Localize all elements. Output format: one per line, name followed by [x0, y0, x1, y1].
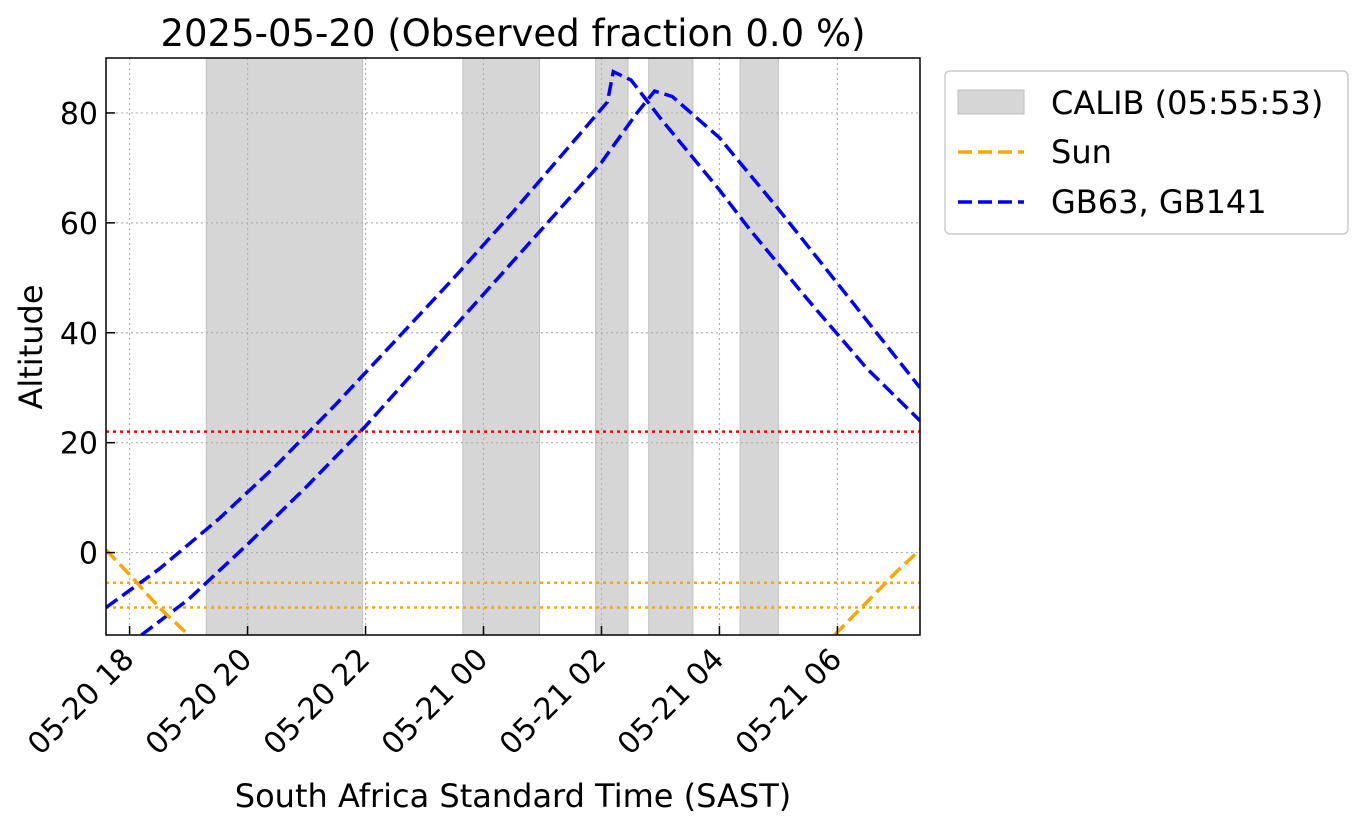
- series-line: [106, 69, 920, 609]
- grid-layer: [106, 58, 920, 635]
- x-tick-label: 05-21 04: [611, 642, 731, 762]
- plot-frame: [105, 57, 921, 636]
- y-tick-label: 20: [60, 427, 98, 462]
- legend-frame: [944, 70, 1349, 235]
- legend-calib-swatch: [957, 89, 1025, 115]
- calib-interval: [595, 57, 629, 636]
- x-tick-label: 05-21 02: [493, 642, 613, 762]
- x-tick-label: 05-21 00: [375, 642, 495, 762]
- calib-interval: [739, 57, 779, 636]
- x-tick-label: 05-21 06: [729, 642, 849, 762]
- calib-interval: [205, 57, 364, 636]
- y-axis-label: Altitude: [12, 284, 50, 409]
- series-line: [140, 88, 920, 635]
- y-tick-label: 0: [79, 537, 98, 572]
- y-tick-label: 80: [60, 97, 98, 132]
- series-layer: [106, 69, 920, 635]
- x-tick-label: 05-20 20: [139, 642, 259, 762]
- legend-calib-label: CALIB (05:55:53): [1051, 84, 1323, 122]
- x-tick-label: 05-20 18: [21, 642, 141, 762]
- calib-interval: [648, 57, 694, 636]
- legend: CALIB (05:55:53) Sun GB63, GB141: [944, 70, 1349, 235]
- legend-gb-label: GB63, GB141: [1051, 183, 1267, 221]
- legend-sun-label: Sun: [1051, 133, 1112, 171]
- chart-title: 2025-05-20 (Observed fraction 0.0 %): [160, 12, 865, 55]
- y-tick-label: 40: [60, 317, 98, 352]
- series-line: [106, 548, 190, 635]
- calib-interval: [462, 57, 541, 636]
- calib-shading-layer: [205, 57, 779, 636]
- x-axis-label: South Africa Standard Time (SAST): [235, 777, 791, 815]
- horizontal-lines-layer: [106, 430, 920, 609]
- series-line: [833, 548, 920, 635]
- y-tick-label: 60: [60, 207, 98, 242]
- x-tick-label: 05-20 22: [257, 642, 377, 762]
